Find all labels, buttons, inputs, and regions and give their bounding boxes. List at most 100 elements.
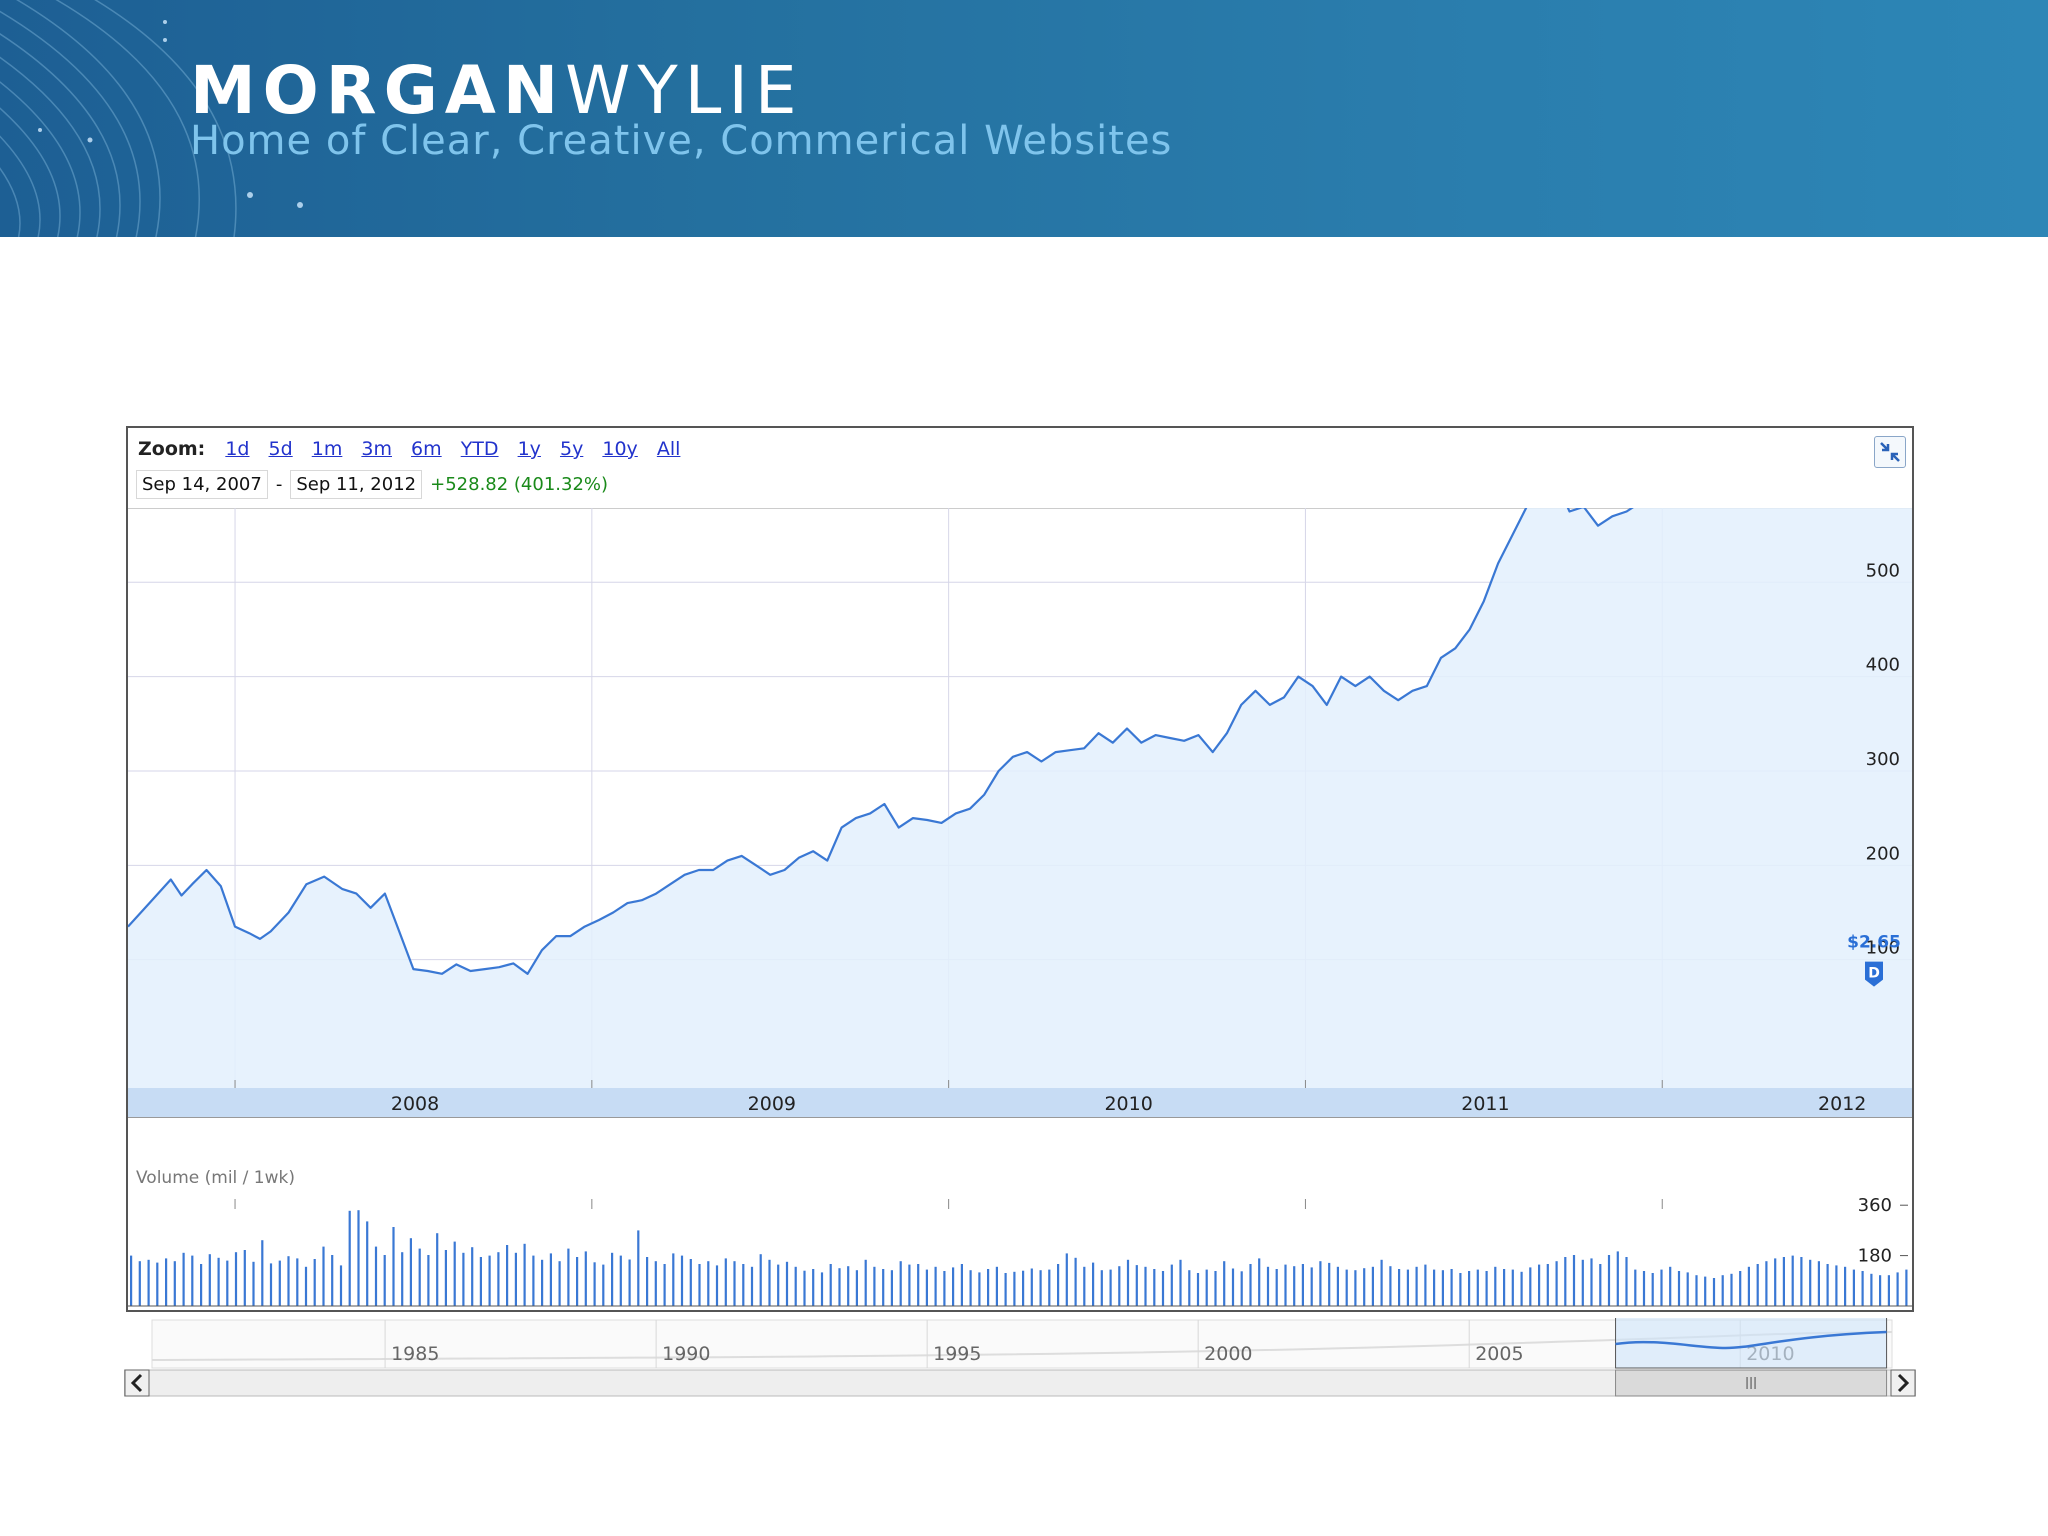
volume-bar (1476, 1269, 1479, 1306)
volume-bar (1581, 1259, 1584, 1306)
zoom-5d[interactable]: 5d (268, 438, 293, 460)
collapse-button[interactable] (1874, 436, 1906, 468)
volume-bar (672, 1253, 675, 1306)
volume-bar (200, 1264, 203, 1306)
volume-bar (1433, 1269, 1436, 1306)
volume-bar (987, 1269, 990, 1306)
volume-bar (759, 1254, 762, 1306)
volume-bar (960, 1264, 963, 1306)
stock-chart-widget: Zoom: 1d 5d 1m 3m 6m YTD 1y 5y 10y All S… (126, 426, 1914, 1312)
volume-bar (1100, 1270, 1103, 1306)
volume-bar (1441, 1270, 1444, 1306)
volume-bar (803, 1270, 806, 1306)
y-tick-label: 300 (1866, 749, 1900, 770)
volume-bar (1223, 1261, 1226, 1306)
x-tick-label: 2012 (1818, 1093, 1866, 1115)
navigator-tick-label: 2005 (1475, 1343, 1523, 1365)
volume-bar (1651, 1273, 1654, 1306)
volume-bar (1817, 1261, 1820, 1306)
volume-bar (1406, 1269, 1409, 1306)
start-date-field[interactable]: Sep 14, 2007 (136, 470, 268, 499)
end-date-field[interactable]: Sep 11, 2012 (290, 470, 423, 499)
volume-bar (593, 1262, 596, 1306)
volume-bar (488, 1255, 491, 1306)
volume-bar (182, 1252, 185, 1306)
volume-bar (1188, 1270, 1191, 1306)
navigator-selected-line (1615, 1330, 1887, 1350)
volume-bar (576, 1257, 579, 1306)
volume-bar (917, 1264, 920, 1306)
volume-bar (1590, 1258, 1593, 1306)
price-chart[interactable]: 1002003004005006007002008200920102011201… (128, 508, 1912, 1160)
volume-bar (1520, 1271, 1523, 1306)
zoom-1y[interactable]: 1y (517, 438, 541, 460)
volume-bar (820, 1272, 824, 1306)
navigator-tick-label: 2000 (1204, 1343, 1252, 1365)
volume-bar (1004, 1273, 1007, 1306)
volume-y-label: 360 (1858, 1195, 1892, 1216)
volume-bar (208, 1254, 211, 1306)
volume-bar (409, 1238, 412, 1306)
volume-bar (1039, 1270, 1042, 1306)
volume-bar (1354, 1270, 1357, 1306)
volume-bar (855, 1270, 858, 1306)
volume-bar (1800, 1257, 1803, 1306)
volume-bar (1782, 1257, 1785, 1306)
x-axis-band (128, 1088, 1912, 1118)
volume-bar (261, 1240, 264, 1306)
volume-bar (130, 1255, 133, 1306)
navigator-track (151, 1319, 1893, 1369)
volume-bar (1660, 1269, 1663, 1306)
volume-bar (1809, 1259, 1812, 1306)
volume-bar (1835, 1265, 1838, 1306)
volume-bar (812, 1269, 815, 1306)
volume-bar (619, 1255, 622, 1306)
volume-bar (1266, 1266, 1270, 1306)
volume-bar (1013, 1271, 1016, 1306)
volume-bar (1546, 1264, 1549, 1306)
zoom-1d[interactable]: 1d (225, 438, 250, 460)
price-series-line (128, 508, 1634, 975)
volume-bar (165, 1258, 168, 1306)
volume-bar (1485, 1271, 1488, 1306)
volume-bar (724, 1258, 727, 1306)
volume-bar (234, 1252, 238, 1306)
volume-bar (549, 1253, 552, 1306)
volume-bar (873, 1266, 876, 1306)
zoom-5y[interactable]: 5y (559, 438, 584, 460)
zoom-label: Zoom: (138, 438, 206, 460)
volume-bar (558, 1261, 561, 1306)
brand-name-bold: MORGAN (190, 52, 566, 129)
volume-bar (1634, 1269, 1637, 1306)
volume-bar (777, 1264, 780, 1306)
zoom-1m[interactable]: 1m (311, 438, 343, 460)
volume-bar (1319, 1261, 1322, 1306)
volume-bar (366, 1221, 369, 1306)
volume-bar (1616, 1251, 1619, 1306)
x-tick-label: 2009 (748, 1093, 796, 1115)
volume-bar (1511, 1269, 1514, 1306)
volume-bar (1625, 1257, 1628, 1306)
brand-logo[interactable]: MORGANWYLIE (190, 52, 804, 129)
volume-bar (173, 1261, 176, 1306)
volume-bar (523, 1243, 526, 1306)
volume-bar (191, 1255, 194, 1306)
volume-bar (908, 1264, 911, 1306)
volume-bar (269, 1263, 273, 1306)
volume-bar (1747, 1266, 1750, 1306)
zoom-6m[interactable]: 6m (411, 438, 442, 460)
volume-bar (663, 1264, 666, 1306)
range-navigator[interactable]: 198519901995200020052010 (124, 1318, 1916, 1398)
volume-bar (1730, 1273, 1733, 1306)
volume-bar (1153, 1269, 1156, 1306)
volume-bar (1380, 1259, 1383, 1306)
price-area-fill (128, 508, 1912, 1088)
scroll-right-arrow-icon (1897, 1373, 1910, 1393)
zoom-ytd[interactable]: YTD (460, 438, 499, 460)
zoom-3m[interactable]: 3m (361, 438, 392, 460)
zoom-all[interactable]: All (656, 438, 681, 460)
volume-bar (1092, 1262, 1095, 1306)
site-header: MORGANWYLIE Home of Clear, Creative, Com… (0, 0, 2048, 237)
zoom-10y[interactable]: 10y (602, 438, 638, 460)
volume-bar (418, 1248, 421, 1306)
